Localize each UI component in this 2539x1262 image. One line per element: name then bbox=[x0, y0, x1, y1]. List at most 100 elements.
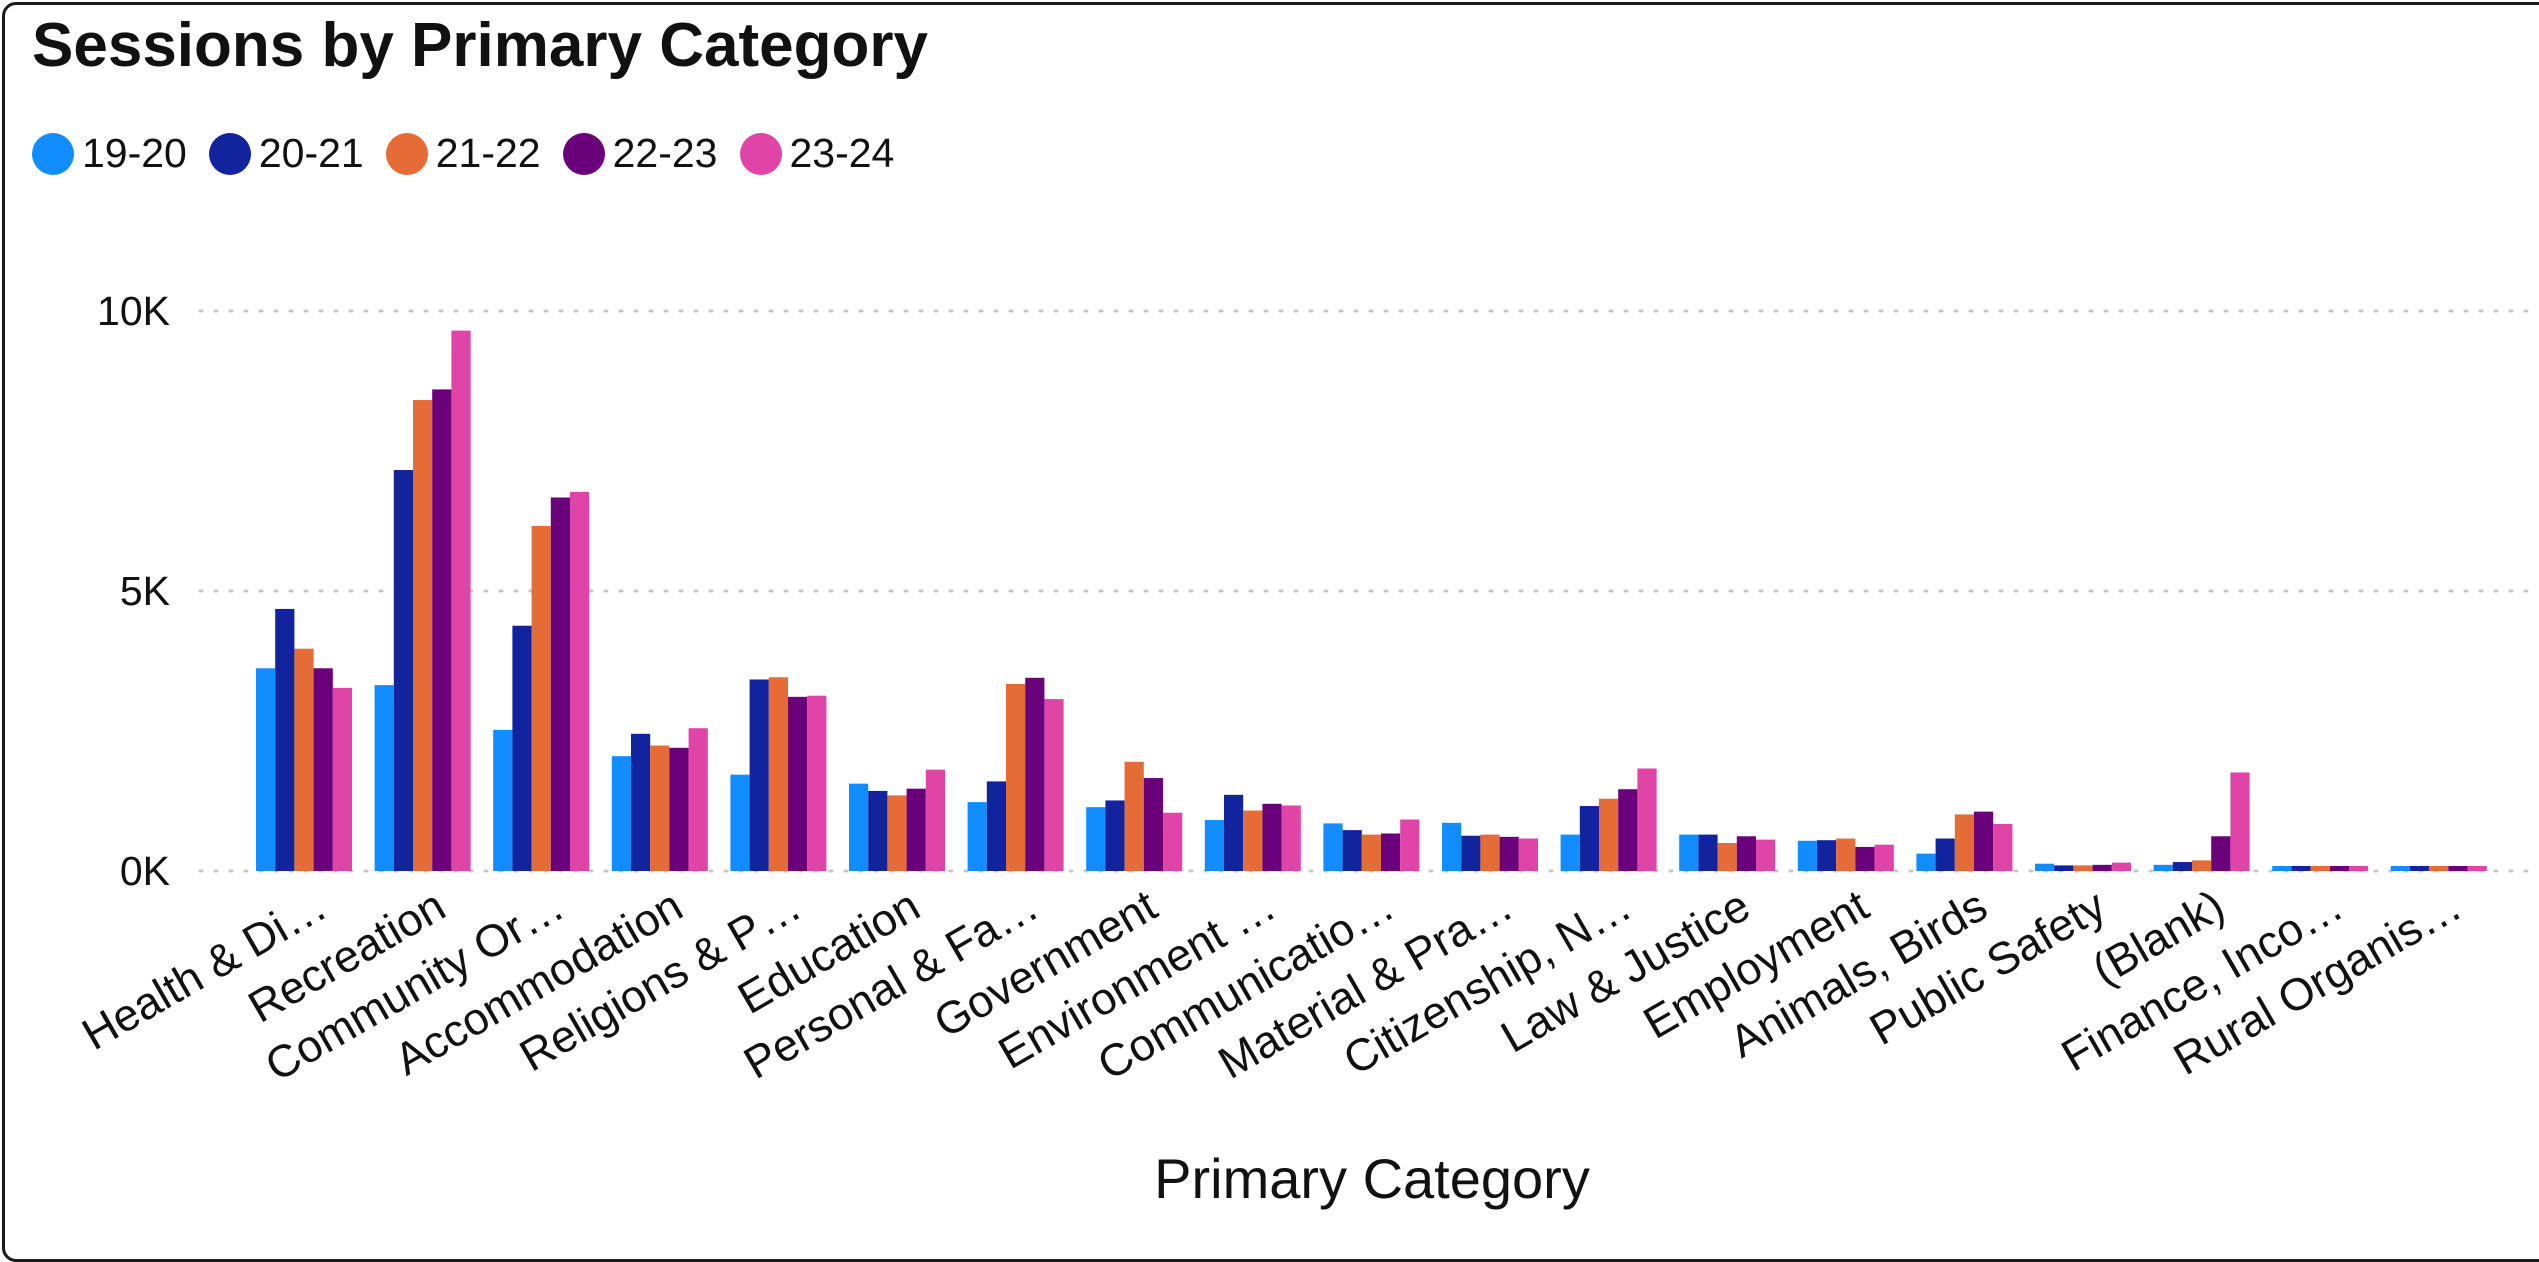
bar-20-21 bbox=[2172, 862, 2192, 871]
bar-22-23 bbox=[1143, 778, 1163, 871]
bar-23-24 bbox=[688, 728, 708, 871]
bar-19-20 bbox=[1797, 840, 1817, 871]
bar-20-21 bbox=[512, 625, 532, 871]
bar-21-22 bbox=[1717, 843, 1737, 871]
bar-19-20 bbox=[849, 783, 869, 871]
bar-20-21 bbox=[986, 781, 1006, 871]
bar-20-21 bbox=[1342, 830, 1362, 871]
bar-23-24 bbox=[2349, 865, 2369, 871]
y-tick-label: 5K bbox=[120, 568, 170, 614]
bar-20-21 bbox=[2054, 865, 2074, 871]
bar-21-22 bbox=[413, 400, 433, 871]
bar-20-21 bbox=[1935, 838, 1955, 871]
bar-22-23 bbox=[1262, 803, 1282, 871]
bar-20-21 bbox=[1224, 794, 1244, 871]
legend-marker bbox=[739, 132, 782, 175]
bar-22-23 bbox=[2092, 864, 2112, 871]
bar-23-24 bbox=[332, 687, 352, 871]
bar-22-23 bbox=[1974, 811, 1994, 871]
bar-22-23 bbox=[2329, 865, 2349, 871]
bar-23-24 bbox=[1993, 823, 2013, 871]
bar-22-23 bbox=[1855, 846, 1875, 871]
bar-19-20 bbox=[374, 685, 394, 871]
legend-item-21-22[interactable]: 21-22 bbox=[385, 130, 541, 177]
bar-19-20 bbox=[256, 668, 276, 871]
bar-21-22 bbox=[768, 677, 788, 871]
bar-19-20 bbox=[1916, 853, 1936, 871]
bar-21-22 bbox=[531, 526, 551, 871]
bar-19-20 bbox=[2035, 863, 2055, 871]
bar-22-23 bbox=[1736, 836, 1756, 871]
bar-23-24 bbox=[807, 695, 827, 871]
bar-22-23 bbox=[313, 668, 333, 871]
bar-22-23 bbox=[2448, 865, 2468, 871]
legend-item-19-20[interactable]: 19-20 bbox=[32, 130, 187, 177]
legend-item-23-24[interactable]: 23-24 bbox=[739, 130, 894, 177]
bar-20-21 bbox=[393, 470, 413, 871]
bar-21-22 bbox=[2073, 865, 2093, 871]
bar-20-21 bbox=[1105, 800, 1125, 871]
bar-22-23 bbox=[906, 788, 926, 871]
bar-21-22 bbox=[2192, 860, 2212, 871]
bar-19-20 bbox=[1204, 820, 1224, 871]
bar-19-20 bbox=[611, 756, 631, 871]
bar-20-21 bbox=[1579, 806, 1599, 871]
bar-21-22 bbox=[1599, 798, 1619, 871]
legend-marker bbox=[32, 132, 74, 175]
legend-label: 19-20 bbox=[82, 130, 187, 176]
bar-23-24 bbox=[1400, 819, 1420, 871]
bar-21-22 bbox=[1243, 810, 1263, 871]
bar-19-20 bbox=[1679, 834, 1699, 871]
legend-item-22-23[interactable]: 22-23 bbox=[562, 130, 718, 177]
bar-22-23 bbox=[669, 747, 689, 871]
bar-23-24 bbox=[1281, 805, 1301, 871]
bar-22-23 bbox=[788, 696, 808, 871]
bar-21-22 bbox=[1006, 683, 1026, 871]
legend-label: 20-21 bbox=[258, 130, 364, 176]
bar-20-21 bbox=[1817, 840, 1837, 871]
x-axis-title: Primary Category bbox=[1154, 1147, 1590, 1210]
bar-23-24 bbox=[1637, 768, 1657, 871]
bar-21-22 bbox=[1836, 838, 1856, 871]
bar-23-24 bbox=[2230, 772, 2250, 871]
bar-23-24 bbox=[1874, 844, 1894, 871]
y-tick-label: 10K bbox=[97, 288, 170, 334]
bar-22-23 bbox=[1025, 677, 1045, 871]
bar-23-24 bbox=[570, 491, 590, 871]
bar-23-24 bbox=[1163, 812, 1183, 871]
bar-19-20 bbox=[2272, 865, 2292, 871]
bar-21-22 bbox=[887, 795, 907, 871]
bar-19-20 bbox=[1442, 822, 1462, 871]
bar-23-24 bbox=[925, 769, 945, 871]
legend-marker bbox=[208, 132, 251, 175]
bar-23-24 bbox=[1044, 699, 1064, 871]
bar-19-20 bbox=[967, 802, 987, 871]
bar-20-21 bbox=[631, 733, 651, 871]
bar-21-22 bbox=[650, 745, 670, 871]
bar-21-22 bbox=[1954, 814, 1974, 871]
bar-21-22 bbox=[2310, 865, 2330, 871]
bar-22-23 bbox=[1618, 789, 1638, 871]
bar-21-22 bbox=[1124, 761, 1144, 871]
bar-22-23 bbox=[550, 497, 570, 871]
legend-item-20-21[interactable]: 20-21 bbox=[208, 130, 364, 177]
bar-20-21 bbox=[1461, 835, 1481, 871]
bar-23-24 bbox=[2111, 862, 2131, 871]
chart-legend: 19-20 20-21 21-22 22-23 23-24 bbox=[32, 130, 916, 177]
y-tick-label: 0K bbox=[120, 848, 170, 894]
bar-19-20 bbox=[1323, 823, 1343, 871]
bar-21-22 bbox=[1361, 834, 1381, 871]
bar-20-21 bbox=[1698, 834, 1718, 871]
bar-20-21 bbox=[749, 679, 769, 871]
bar-19-20 bbox=[1560, 834, 1580, 871]
bar-23-24 bbox=[2467, 865, 2487, 871]
bar-20-21 bbox=[2291, 865, 2311, 871]
bar-19-20 bbox=[2390, 865, 2410, 871]
bar-19-20 bbox=[1086, 807, 1106, 871]
bar-22-23 bbox=[1381, 833, 1401, 871]
bar-23-24 bbox=[451, 330, 471, 872]
chart-title: Sessions by Primary Category bbox=[32, 11, 928, 80]
bar-21-22 bbox=[1480, 834, 1500, 871]
bar-22-23 bbox=[432, 389, 452, 871]
